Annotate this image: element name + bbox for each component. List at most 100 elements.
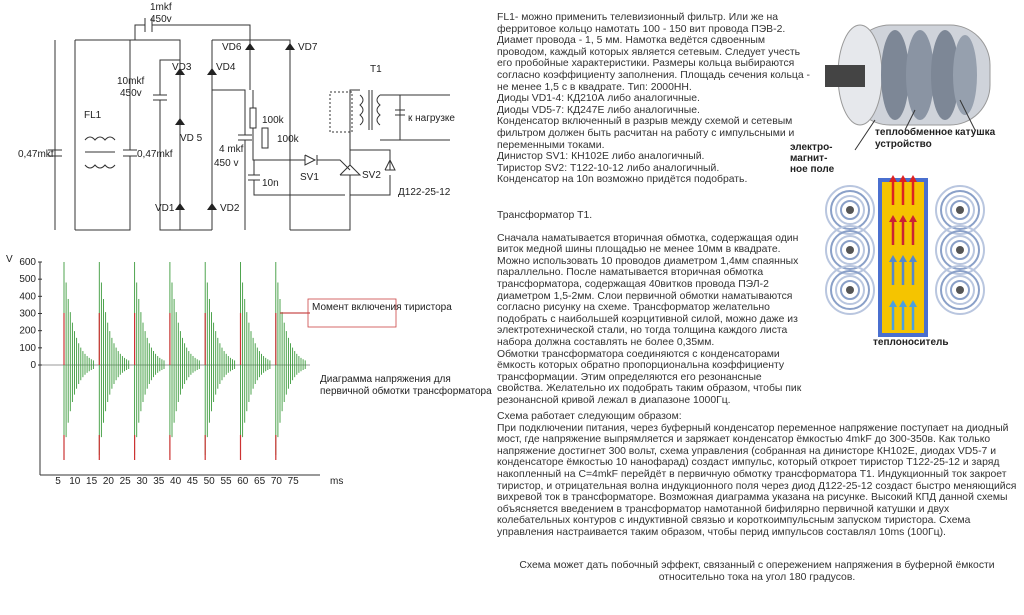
paragraph: FL1- можно применить телевизионный фильт… xyxy=(497,12,810,93)
x-tick-label: 20 xyxy=(103,476,115,487)
ring xyxy=(945,235,975,265)
x-tick-label: 5 xyxy=(55,476,61,487)
ring xyxy=(840,280,860,300)
x-tick-label: 25 xyxy=(120,476,132,487)
x-tick-label: 40 xyxy=(170,476,182,487)
ring xyxy=(825,225,875,275)
x-tick-label: 60 xyxy=(237,476,249,487)
ring xyxy=(835,195,865,225)
arrow-head xyxy=(909,215,917,222)
ring xyxy=(830,270,870,310)
x-tick-label: 10 xyxy=(69,476,81,487)
ring xyxy=(835,235,865,265)
x-tick-label: 65 xyxy=(254,476,266,487)
x-tick-label: 70 xyxy=(271,476,283,487)
schematic-label: 450v xyxy=(120,88,142,99)
illustration-label: электро- xyxy=(790,142,833,153)
ring-core xyxy=(956,206,964,214)
schematic-label: 0,47mkf xyxy=(137,149,173,160)
coil-illustration xyxy=(825,24,991,337)
ring-core xyxy=(846,286,854,294)
flow-arrows xyxy=(889,175,917,330)
schematic-label: VD7 xyxy=(298,42,318,53)
x-tick-label: 30 xyxy=(136,476,148,487)
illustration-label: магнит- xyxy=(790,153,827,164)
schematic-label: 10n xyxy=(262,178,279,189)
schematic-label: 100k xyxy=(262,115,285,126)
illustration-label: теплоноситель xyxy=(873,337,949,348)
schematic-label: SV2 xyxy=(362,170,381,181)
ring-core xyxy=(846,206,854,214)
paragraph: Обмотки трансформатора соединяются с кон… xyxy=(497,348,802,406)
ring xyxy=(830,190,870,230)
paragraph: Динистор SV1: КН102Е либо аналогичный. xyxy=(497,151,705,163)
schematic-label: VD1 xyxy=(155,203,175,214)
ring xyxy=(945,195,975,225)
arrow-head xyxy=(889,300,897,307)
arrow-head xyxy=(909,300,917,307)
y-tick-label: 500 xyxy=(19,274,36,285)
arrow-head xyxy=(899,175,907,182)
y-unit: V xyxy=(6,254,13,265)
x-tick-label: 45 xyxy=(187,476,199,487)
ring xyxy=(935,265,985,315)
paragraph: Диоды VD1-4: КД210А либо аналогичные. xyxy=(497,93,700,105)
schematic-label: 4 mkf xyxy=(219,144,244,155)
schematic-label: 10mkf xyxy=(117,76,144,87)
annotation: Момент включения тиристора xyxy=(312,302,452,313)
ring-core xyxy=(956,246,964,254)
arrow-head xyxy=(909,255,917,262)
schematic-label: 0,47mkf xyxy=(18,149,54,160)
y-tick-label: 200 xyxy=(19,326,36,337)
paragraph: Трансформатор Т1. xyxy=(497,210,593,221)
arrow-head xyxy=(899,300,907,307)
ring-core xyxy=(956,286,964,294)
x-tick-label: 75 xyxy=(288,476,300,487)
paragraph: Схема работает следующим образом: xyxy=(497,411,682,422)
paragraph: Конденсатор включенный в разрыв между сх… xyxy=(497,116,795,151)
schematic-label: 450v xyxy=(150,14,172,25)
schematic-label: VD2 xyxy=(220,203,240,214)
ring xyxy=(825,185,875,235)
arrow-head xyxy=(889,215,897,222)
schematic-label: 1mkf xyxy=(150,2,172,13)
ring xyxy=(835,275,865,305)
schematic-label: VD6 xyxy=(222,42,242,53)
x-unit: ms xyxy=(330,476,343,487)
schematic-label: 100k xyxy=(277,134,300,145)
ring xyxy=(825,265,875,315)
paragraph: Конденсатор на 10n возможно придётся под… xyxy=(497,174,748,186)
schematic-diodes xyxy=(175,43,295,210)
arrow-head xyxy=(889,255,897,262)
schematic-label: к нагрузке xyxy=(408,113,455,124)
ring xyxy=(950,200,970,220)
schematic-label: 450 v xyxy=(214,158,238,169)
waveform xyxy=(63,262,306,460)
ring xyxy=(940,190,980,230)
paragraph: При подключении питания, через буферный … xyxy=(497,422,1017,538)
paragraph: Схема может дать побочный эффект, связан… xyxy=(519,560,995,583)
notes-top: FL1- можно применить телевизионный фильт… xyxy=(497,12,810,186)
schematic-label: Д122-25-12 xyxy=(398,187,451,198)
x-tick-label: 15 xyxy=(86,476,98,487)
ring xyxy=(830,230,870,270)
y-tick-label: 600 xyxy=(19,257,36,268)
caption: Диаграмма напряжения для первичной обмотк… xyxy=(320,374,492,397)
notes-side-effect: Схема может дать побочный эффект, связан… xyxy=(497,560,1017,583)
field-rings xyxy=(825,185,985,315)
ring xyxy=(950,280,970,300)
notes-operation: Схема работает следующим образом: При под… xyxy=(497,411,1024,539)
x-tick-label: 55 xyxy=(220,476,232,487)
ring xyxy=(945,275,975,305)
paragraph: Сначала наматывается вторичная обмотка, … xyxy=(497,232,799,348)
ring xyxy=(935,225,985,275)
schematic-label: VD 5 xyxy=(180,133,203,144)
ring xyxy=(840,200,860,220)
y-tick-label: 300 xyxy=(19,309,36,320)
y-tick-label: 100 xyxy=(19,343,36,354)
notes-transformer: Трансформатор Т1. Сначала наматывается вт… xyxy=(497,210,809,407)
ring xyxy=(840,240,860,260)
arrow-head xyxy=(899,215,907,222)
